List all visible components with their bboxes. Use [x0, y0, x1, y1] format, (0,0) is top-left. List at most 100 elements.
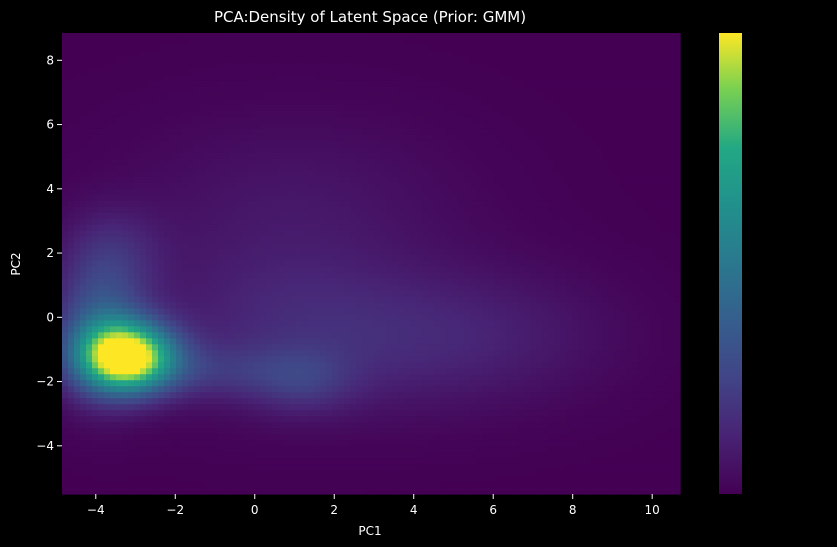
heatmap-cell — [398, 284, 405, 292]
heatmap-cell — [488, 200, 495, 208]
heatmap-cell — [188, 68, 195, 76]
heatmap-cell — [578, 182, 585, 190]
heatmap-cell — [266, 80, 273, 88]
heatmap-cell — [146, 242, 153, 250]
heatmap-cell — [314, 50, 321, 58]
heatmap-cell — [326, 308, 333, 315]
heatmap-cell — [566, 62, 573, 70]
heatmap-cell — [614, 308, 621, 315]
heatmap-cell — [110, 302, 117, 310]
heatmap-cell — [494, 152, 501, 160]
heatmap-cell — [674, 176, 681, 184]
heatmap-cell — [482, 80, 489, 88]
heatmap-cell — [62, 86, 69, 94]
heatmap-cell — [350, 290, 357, 298]
heatmap-cell — [398, 278, 405, 286]
heatmap-cell — [176, 242, 183, 250]
heatmap-cell — [128, 290, 135, 298]
heatmap-cell — [404, 266, 411, 274]
heatmap-cell — [464, 158, 471, 166]
heatmap-cell — [674, 272, 681, 280]
heatmap-cell — [230, 314, 237, 321]
heatmap-cell — [398, 212, 405, 220]
heatmap-cell — [104, 218, 111, 226]
heatmap-cell — [284, 176, 291, 184]
heatmap-cell — [98, 122, 105, 130]
heatmap-cell — [356, 290, 363, 298]
heatmap-cell — [356, 116, 363, 124]
heatmap-cell — [320, 266, 327, 274]
heatmap-cell — [146, 164, 153, 172]
heatmap-cell — [338, 38, 345, 46]
heatmap-cell — [206, 320, 213, 327]
heatmap-cell — [278, 206, 285, 214]
heatmap-cell — [74, 110, 81, 118]
heatmap-cell — [152, 146, 159, 154]
heatmap-cell — [674, 38, 681, 46]
heatmap-cell — [320, 314, 327, 321]
heatmap-cell — [176, 146, 183, 154]
heatmap-cell — [224, 38, 231, 46]
heatmap-cell — [290, 248, 297, 256]
heatmap-cell — [434, 302, 441, 310]
heatmap-cell — [668, 290, 675, 298]
heatmap-cell — [440, 284, 447, 292]
heatmap-cell — [326, 104, 333, 112]
heatmap-cell — [620, 128, 627, 136]
heatmap-cell — [122, 290, 129, 298]
heatmap-cell — [500, 176, 507, 184]
heatmap-cell — [338, 242, 345, 250]
heatmap-cell — [74, 236, 81, 244]
heatmap-cell — [524, 254, 531, 262]
heatmap-cell — [86, 194, 93, 202]
heatmap-cell — [182, 176, 189, 184]
heatmap-cell — [434, 62, 441, 70]
heatmap-cell — [188, 314, 195, 321]
heatmap-cell — [674, 278, 681, 286]
heatmap-cell — [134, 164, 141, 172]
heatmap-cell — [362, 278, 369, 286]
heatmap-cell — [134, 242, 141, 250]
heatmap-cell — [386, 68, 393, 76]
heatmap-cell — [416, 278, 423, 286]
heatmap-cell — [212, 248, 219, 256]
heatmap-cell — [404, 128, 411, 136]
heatmap-cell — [272, 128, 279, 136]
heatmap-cell — [416, 200, 423, 208]
heatmap-cell — [470, 260, 477, 268]
heatmap-cell — [242, 302, 249, 310]
heatmap-cell — [266, 278, 273, 286]
heatmap-cell — [482, 266, 489, 274]
heatmap-cell — [476, 182, 483, 190]
heatmap-cell — [140, 212, 147, 220]
heatmap-cell — [512, 188, 519, 196]
heatmap-cell — [86, 200, 93, 208]
heatmap-cell — [530, 80, 537, 88]
heatmap-cell — [512, 74, 519, 82]
heatmap-cell — [458, 290, 465, 298]
heatmap-cell — [422, 74, 429, 82]
heatmap-cell — [224, 44, 231, 52]
heatmap-cell — [488, 188, 495, 196]
heatmap-cell — [326, 230, 333, 238]
heatmap-cell — [260, 308, 267, 315]
heatmap-cell — [476, 272, 483, 280]
heatmap-cell — [596, 296, 603, 304]
heatmap-cell — [176, 158, 183, 166]
heatmap-cell — [164, 188, 171, 196]
heatmap-cell — [254, 122, 261, 130]
heatmap-cell — [182, 182, 189, 190]
heatmap-cell — [446, 206, 453, 214]
heatmap-cell — [674, 302, 681, 310]
heatmap-cell — [470, 158, 477, 166]
heatmap-cell — [410, 98, 417, 106]
heatmap-cell — [134, 140, 141, 148]
heatmap-cell — [560, 194, 567, 202]
heatmap-cell — [410, 44, 417, 52]
heatmap-cell — [572, 38, 579, 46]
heatmap-cell — [452, 254, 459, 262]
heatmap-cell — [362, 122, 369, 130]
heatmap-cell — [134, 104, 141, 112]
heatmap-cell — [74, 74, 81, 82]
heatmap-cell — [290, 44, 297, 52]
